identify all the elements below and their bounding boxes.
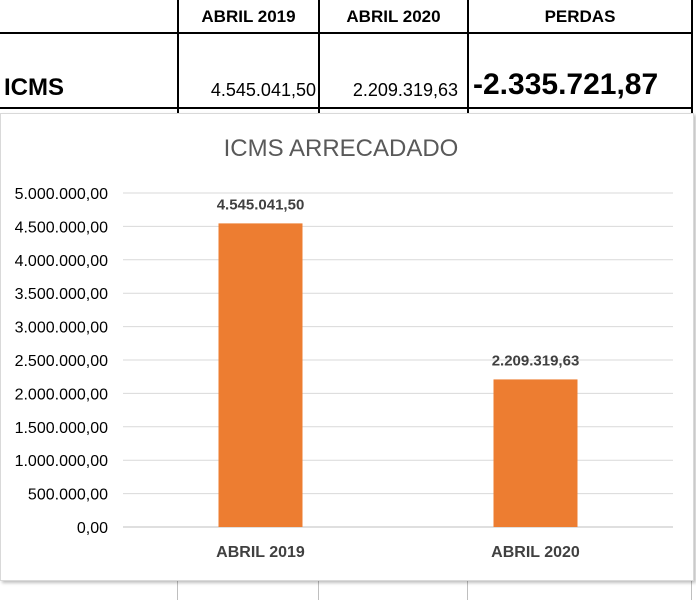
sheet-gridline <box>467 580 468 600</box>
chart-data-labels: 4.545.041,50 2.209.319,63 <box>217 196 580 369</box>
table-col-divider <box>467 0 469 113</box>
y-tick-label: 5.000.000,00 <box>15 186 109 203</box>
table-row-divider <box>0 32 693 34</box>
bar-abril-2020 <box>493 379 578 527</box>
y-tick-label: 1.000.000,00 <box>15 453 109 470</box>
y-tick-label: 4.000.000,00 <box>15 253 109 270</box>
chart-y-axis: 0,00 500.000,00 1.000.000,00 1.500.000,00 2.… <box>15 186 109 537</box>
sheet-gridline <box>177 580 178 600</box>
table-col-divider <box>318 0 320 113</box>
y-tick-label: 0,00 <box>77 520 108 537</box>
table-col-divider <box>177 0 179 113</box>
y-tick-label: 2.500.000,00 <box>15 353 109 370</box>
y-tick-label: 4.500.000,00 <box>15 219 109 236</box>
value-abril-2020: 2.209.319,63 <box>352 80 458 100</box>
x-tick-label: ABRIL 2019 <box>216 544 305 561</box>
chart-gridlines <box>123 192 673 528</box>
chart-title: ICMS ARRECADADO <box>224 135 459 162</box>
y-tick-label: 500.000,00 <box>28 487 108 504</box>
bar-abril-2019 <box>218 223 303 527</box>
table-row-divider <box>0 107 693 109</box>
value-perdas: -2.335.721,87 <box>473 68 659 101</box>
header-abril-2019: ABRIL 2019 <box>201 7 296 26</box>
x-tick-label: ABRIL 2020 <box>491 544 580 561</box>
sheet-gridline <box>691 580 692 600</box>
chart-bars <box>218 223 578 527</box>
data-label: 4.545.041,50 <box>217 196 305 213</box>
header-abril-2020: ABRIL 2020 <box>346 7 441 26</box>
icms-chart: ICMS ARRECADADO 0,00 500.000,00 1.000.000,… <box>0 113 694 581</box>
sheet-gridline <box>318 580 319 600</box>
chart-canvas: ICMS ARRECADADO 0,00 500.000,00 1.000.000,… <box>15 135 673 561</box>
value-abril-2019: 4.545.041,50 <box>210 80 316 100</box>
data-label: 2.209.319,63 <box>492 352 580 369</box>
table-col-divider <box>691 0 693 113</box>
y-tick-label: 3.000.000,00 <box>15 320 109 337</box>
row-label-icms: ICMS <box>4 74 64 101</box>
y-tick-label: 1.500.000,00 <box>15 420 109 437</box>
y-tick-label: 3.500.000,00 <box>15 286 109 303</box>
header-perdas: PERDAS <box>544 7 616 26</box>
chart-x-axis: ABRIL 2019 ABRIL 2020 <box>216 544 580 561</box>
y-tick-label: 2.000.000,00 <box>15 386 109 403</box>
